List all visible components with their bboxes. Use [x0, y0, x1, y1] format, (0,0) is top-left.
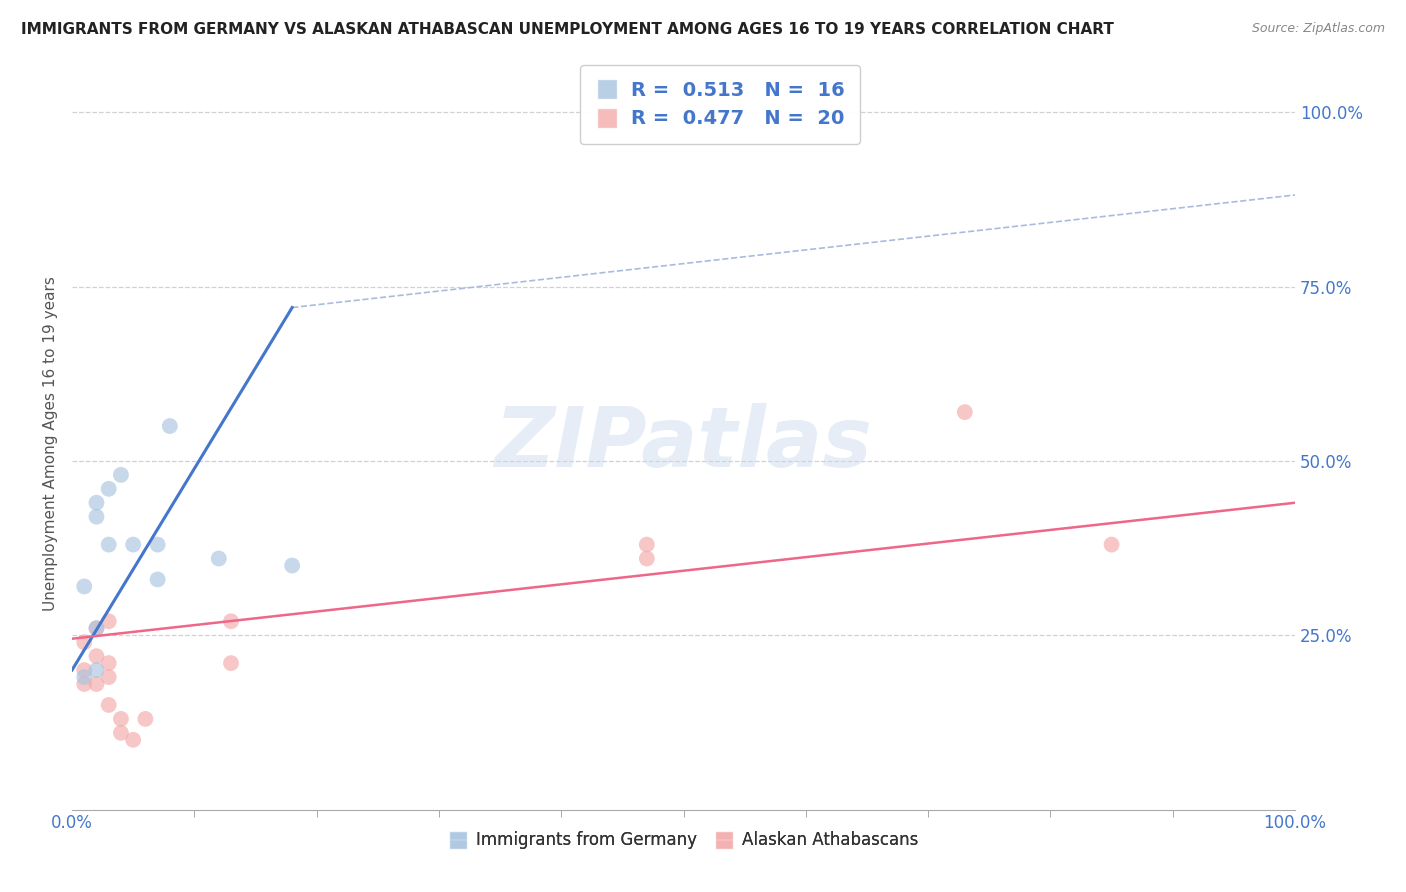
Point — [73, 670, 96, 684]
Point — [110, 467, 132, 482]
Text: ZIPatlas: ZIPatlas — [495, 403, 873, 484]
Text: IMMIGRANTS FROM GERMANY VS ALASKAN ATHABASCAN UNEMPLOYMENT AMONG AGES 16 TO 19 Y: IMMIGRANTS FROM GERMANY VS ALASKAN ATHAB… — [21, 22, 1114, 37]
Point — [208, 551, 231, 566]
Point — [97, 656, 120, 670]
Point — [146, 538, 169, 552]
Point — [73, 579, 96, 593]
Point — [73, 635, 96, 649]
Point — [110, 726, 132, 740]
Point — [73, 663, 96, 677]
Point — [281, 558, 304, 573]
Point — [122, 732, 145, 747]
Point — [122, 538, 145, 552]
Point — [97, 538, 120, 552]
Legend: Immigrants from Germany, Alaskan Athabascans: Immigrants from Germany, Alaskan Athabas… — [441, 825, 925, 856]
Point — [86, 621, 108, 635]
Point — [86, 509, 108, 524]
Point — [146, 573, 169, 587]
Point — [1101, 538, 1123, 552]
Point — [636, 551, 658, 566]
Point — [86, 496, 108, 510]
Point — [97, 698, 120, 712]
Point — [219, 656, 242, 670]
Point — [636, 538, 658, 552]
Point — [953, 405, 976, 419]
Text: Source: ZipAtlas.com: Source: ZipAtlas.com — [1251, 22, 1385, 36]
Y-axis label: Unemployment Among Ages 16 to 19 years: Unemployment Among Ages 16 to 19 years — [44, 276, 58, 611]
Point — [86, 621, 108, 635]
Point — [86, 663, 108, 677]
Point — [86, 649, 108, 664]
Point — [134, 712, 156, 726]
Point — [86, 677, 108, 691]
Point — [97, 615, 120, 629]
Point — [159, 419, 181, 434]
Point — [97, 670, 120, 684]
Point — [73, 677, 96, 691]
Point — [219, 615, 242, 629]
Point — [97, 482, 120, 496]
Point — [110, 712, 132, 726]
